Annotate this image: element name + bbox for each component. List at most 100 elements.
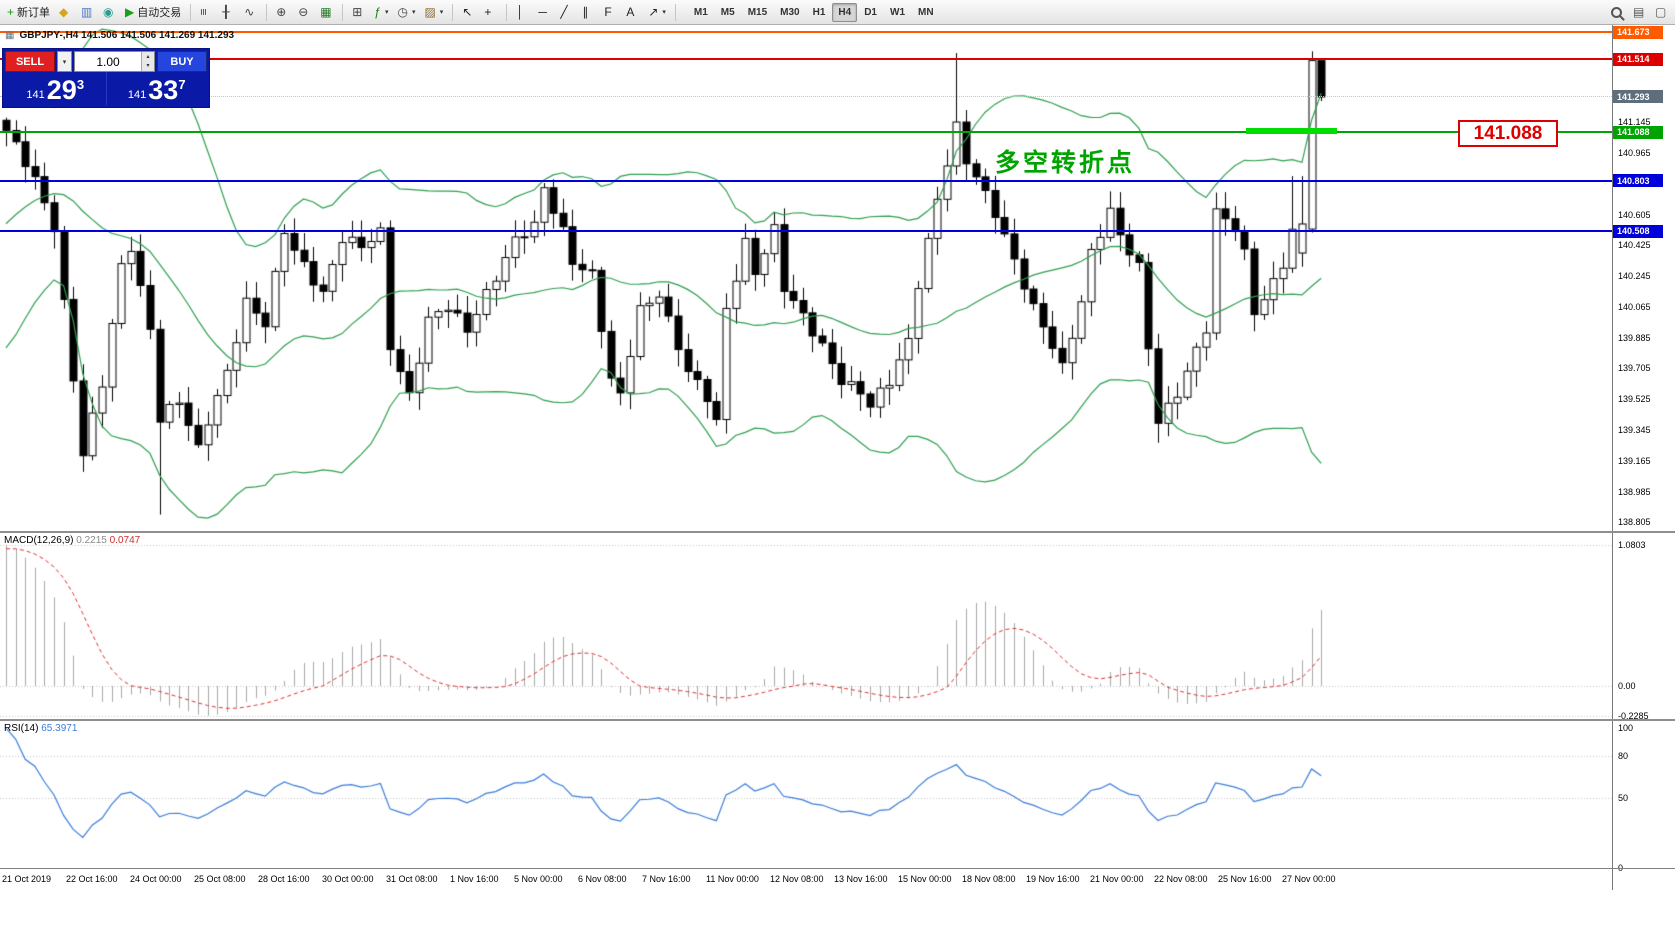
buy-button[interactable]: BUY <box>157 51 207 72</box>
indicators-icon: ƒ <box>374 5 381 19</box>
caret-down-icon: ▾ <box>439 9 444 16</box>
navigator-button[interactable]: ◉ <box>99 2 120 23</box>
indicators-button[interactable]: ƒ ▾ <box>370 2 392 23</box>
volume-stepper: ▴ ▾ <box>141 52 154 71</box>
symbol-title: ▦ GBPJPY-,H4 141.506 141.506 141.269 141… <box>5 30 234 41</box>
timeframe-m1[interactable]: M1 <box>688 3 714 22</box>
price-axis-tick: 139.885 <box>1618 332 1651 343</box>
highlight-segment[interactable] <box>1246 127 1337 134</box>
bar-chart-icon: ≡ <box>196 8 211 16</box>
auto-arrange-button[interactable]: ▦ <box>316 2 337 23</box>
bar-chart-button[interactable]: ≡ <box>196 2 217 23</box>
periods-button[interactable]: ◷ ▾ <box>393 2 419 23</box>
rsi-axis-label: 80 <box>1618 751 1629 761</box>
time-label: 22 Nov 08:00 <box>1154 874 1208 884</box>
sell-price-sup: 3 <box>76 77 85 92</box>
trendline-button[interactable]: ╱ <box>556 2 577 23</box>
timeframe-d1[interactable]: D1 <box>858 3 883 22</box>
arrows-icon: ↗ <box>648 5 659 19</box>
chart-window: ▦ GBPJPY-,H4 141.506 141.506 141.269 141… <box>0 25 1675 948</box>
tile-windows-button[interactable]: ⊞ <box>348 2 369 23</box>
channel-button[interactable]: ∥ <box>578 2 599 23</box>
new-order-button[interactable]: + 新订单 <box>3 2 54 23</box>
time-label: 12 Nov 08:00 <box>770 874 824 884</box>
rsi-value: 65.3971 <box>41 723 78 734</box>
timeframe-m15[interactable]: M15 <box>742 3 773 22</box>
price-tag-label[interactable]: 141.088 <box>1458 120 1558 147</box>
macd-label: MACD(12,26,9) 0.2215 0.0747 <box>4 535 140 546</box>
level-line-140.508[interactable] <box>0 230 1612 233</box>
level-line-141.673[interactable] <box>0 31 1612 33</box>
cursor-button[interactable]: ↖ <box>458 2 479 23</box>
horizontal-line-button[interactable]: ─ <box>534 2 555 23</box>
toolbar-separator <box>452 3 454 21</box>
sell-price-int: 141 <box>26 89 45 101</box>
price-axis-tick: 138.985 <box>1618 486 1651 497</box>
time-label: 28 Oct 16:00 <box>258 874 310 884</box>
time-label: 24 Oct 00:00 <box>130 874 182 884</box>
panel-separator-macd[interactable] <box>0 531 1675 533</box>
grid-icon: ▦ <box>320 5 332 19</box>
search-button[interactable] <box>1607 2 1628 23</box>
price-axis-tick: 140.965 <box>1618 148 1651 159</box>
price-marker-141.293: 141.293 <box>1613 90 1663 104</box>
time-label: 21 Nov 00:00 <box>1090 874 1144 884</box>
order-options-dropdown[interactable]: ▾ <box>57 51 72 72</box>
templates-button[interactable]: ▨ ▾ <box>420 2 447 23</box>
one-click-trading-panel: SELL ▾ ▴ ▾ BUY 141 <box>2 48 210 108</box>
time-axis[interactable]: 21 Oct 2019 22 Oct 16:00 24 Oct 00:00 25 Oc… <box>0 870 1612 890</box>
rsi-name: RSI(14) <box>4 723 39 734</box>
buy-price[interactable]: 141 33 7 <box>105 72 208 105</box>
sell-button[interactable]: SELL <box>5 51 55 72</box>
timeframe-h4[interactable]: H4 <box>832 2 858 22</box>
price-marker-140.803: 140.803 <box>1613 174 1663 188</box>
level-line-140.803[interactable] <box>0 179 1612 182</box>
fullscreen-button[interactable]: ▢ <box>1651 2 1672 23</box>
line-chart-icon: ∿ <box>244 5 255 19</box>
templates-icon: ▨ <box>424 5 436 19</box>
line-chart-button[interactable]: ∿ <box>240 2 261 23</box>
timeframe-mn[interactable]: MN <box>912 3 940 22</box>
data-window-button[interactable]: ▥ <box>77 2 98 23</box>
candlestick-chart-icon: ╂ <box>222 5 230 19</box>
arrows-button[interactable]: ↗ ▾ <box>644 2 670 23</box>
volume-box: ▴ ▾ <box>74 51 155 72</box>
navigator-icon: ◉ <box>103 5 114 19</box>
vertical-line-button[interactable]: │ <box>512 2 533 23</box>
fibonacci-button[interactable]: F <box>600 2 621 23</box>
zoom-in-button[interactable]: ⊕ <box>272 2 293 23</box>
timeframe-m5[interactable]: M5 <box>715 3 741 22</box>
price-axis-tick: 139.165 <box>1618 455 1651 466</box>
level-line-141.293[interactable] <box>0 96 1612 98</box>
volume-input[interactable] <box>75 52 141 71</box>
caret-down-icon: ▾ <box>62 58 67 66</box>
volume-step-down-button[interactable]: ▾ <box>142 61 154 71</box>
zoom-out-button[interactable]: ⊖ <box>294 2 315 23</box>
zoom-out-icon: ⊖ <box>298 5 309 19</box>
macd-canvas[interactable] <box>0 533 1612 719</box>
candlestick-canvas[interactable] <box>0 25 1612 531</box>
mql5-market-button[interactable]: ◆ <box>55 2 76 23</box>
crosshair-button[interactable]: + <box>480 2 501 23</box>
level-line-141.514[interactable] <box>0 58 1612 61</box>
candlestick-chart-button[interactable]: ╂ <box>218 2 239 23</box>
timeframe-w1[interactable]: W1 <box>884 3 911 22</box>
caret-down-icon: ▾ <box>411 9 416 16</box>
autotrading-button[interactable]: ▶ 自动交易 <box>121 2 185 23</box>
text-button[interactable]: A <box>622 2 643 23</box>
volume-step-up-button[interactable]: ▴ <box>142 52 154 62</box>
fullscreen-icon: ▢ <box>1655 5 1667 19</box>
macd-axis-label: 0.00 <box>1618 681 1636 691</box>
channel-icon: ∥ <box>582 5 589 19</box>
timeframe-h1[interactable]: H1 <box>807 3 832 22</box>
price-marker-141.673: 141.673 <box>1613 25 1663 39</box>
sell-price[interactable]: 141 29 3 <box>5 72 106 105</box>
panel-separator-rsi[interactable] <box>0 719 1675 721</box>
timeframe-m30[interactable]: M30 <box>774 3 805 22</box>
time-label: 5 Nov 00:00 <box>514 874 563 884</box>
level-line-141.088[interactable] <box>0 131 1612 133</box>
price-axis[interactable]: 141.145140.965140.785140.605140.425140.2… <box>1612 25 1675 890</box>
caret-down-icon: ▾ <box>146 63 150 70</box>
rsi-canvas[interactable] <box>0 721 1612 869</box>
chart-profiles-button[interactable]: ▤ <box>1629 2 1650 23</box>
